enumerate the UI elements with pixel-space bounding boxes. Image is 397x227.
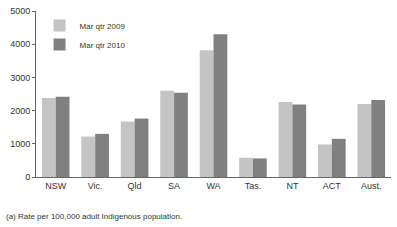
svg-text:2000: 2000 xyxy=(10,106,30,116)
svg-text:SA: SA xyxy=(168,181,180,191)
svg-text:NSW: NSW xyxy=(45,181,67,191)
svg-text:Qld: Qld xyxy=(128,181,142,191)
svg-text:WA: WA xyxy=(206,181,220,191)
svg-text:NT: NT xyxy=(286,181,298,191)
svg-text:Tas.: Tas. xyxy=(245,181,262,191)
svg-text:1000: 1000 xyxy=(10,139,30,149)
svg-text:0: 0 xyxy=(25,172,30,182)
svg-text:ACT: ACT xyxy=(323,181,342,191)
svg-text:Vic.: Vic. xyxy=(88,181,103,191)
svg-text:(a) Rate per 100,000 adult Ind: (a) Rate per 100,000 adult Indigenous po… xyxy=(6,212,182,221)
svg-text:4000: 4000 xyxy=(10,39,30,49)
svg-text:5000: 5000 xyxy=(10,6,30,16)
svg-text:Aust.: Aust. xyxy=(361,181,382,191)
svg-text:Mar qtr 2009: Mar qtr 2009 xyxy=(80,22,126,31)
svg-text:Mar qtr 2010: Mar qtr 2010 xyxy=(80,41,126,50)
svg-text:3000: 3000 xyxy=(10,73,30,83)
